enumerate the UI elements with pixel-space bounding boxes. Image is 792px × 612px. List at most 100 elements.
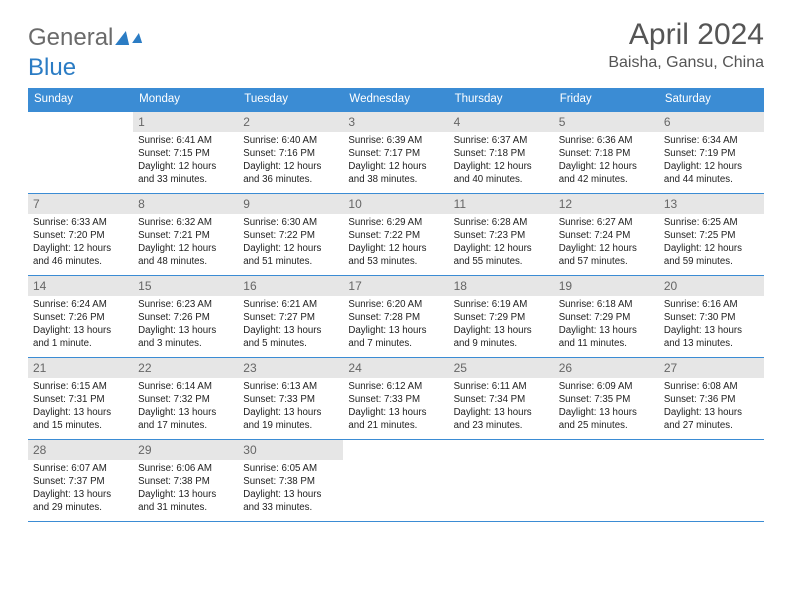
calendar-day-cell: 10Sunrise: 6:29 AMSunset: 7:22 PMDayligh… [343, 194, 448, 276]
day-details: Sunrise: 6:34 AMSunset: 7:19 PMDaylight:… [664, 134, 759, 186]
day-number: 26 [554, 358, 659, 378]
calendar-day-cell: 30Sunrise: 6:05 AMSunset: 7:38 PMDayligh… [238, 440, 343, 522]
day-details: Sunrise: 6:30 AMSunset: 7:22 PMDaylight:… [243, 216, 338, 268]
day-details: Sunrise: 6:07 AMSunset: 7:37 PMDaylight:… [33, 462, 128, 514]
calendar-day-cell [343, 440, 448, 522]
logo: General [28, 24, 145, 52]
day-details: Sunrise: 6:06 AMSunset: 7:38 PMDaylight:… [138, 462, 233, 514]
calendar-day-cell: 6Sunrise: 6:34 AMSunset: 7:19 PMDaylight… [659, 112, 764, 194]
logo-triangle2-icon [133, 33, 145, 43]
calendar-day-cell: 15Sunrise: 6:23 AMSunset: 7:26 PMDayligh… [133, 276, 238, 358]
day-details: Sunrise: 6:27 AMSunset: 7:24 PMDaylight:… [559, 216, 654, 268]
day-number: 22 [133, 358, 238, 378]
calendar-day-cell: 24Sunrise: 6:12 AMSunset: 7:33 PMDayligh… [343, 358, 448, 440]
day-details: Sunrise: 6:39 AMSunset: 7:17 PMDaylight:… [348, 134, 443, 186]
day-number: 11 [449, 194, 554, 214]
day-number: 7 [28, 194, 133, 214]
weekday-header: Thursday [449, 88, 554, 112]
calendar-week-row: 14Sunrise: 6:24 AMSunset: 7:26 PMDayligh… [28, 276, 764, 358]
day-details: Sunrise: 6:37 AMSunset: 7:18 PMDaylight:… [454, 134, 549, 186]
weekday-header-row: SundayMondayTuesdayWednesdayThursdayFrid… [28, 88, 764, 112]
day-number: 14 [28, 276, 133, 296]
day-number: 19 [554, 276, 659, 296]
day-number: 23 [238, 358, 343, 378]
calendar-body: 1Sunrise: 6:41 AMSunset: 7:15 PMDaylight… [28, 112, 764, 522]
calendar-day-cell [28, 112, 133, 194]
calendar-week-row: 21Sunrise: 6:15 AMSunset: 7:31 PMDayligh… [28, 358, 764, 440]
day-details: Sunrise: 6:15 AMSunset: 7:31 PMDaylight:… [33, 380, 128, 432]
weekday-header: Saturday [659, 88, 764, 112]
calendar-day-cell: 26Sunrise: 6:09 AMSunset: 7:35 PMDayligh… [554, 358, 659, 440]
calendar-day-cell: 4Sunrise: 6:37 AMSunset: 7:18 PMDaylight… [449, 112, 554, 194]
calendar-day-cell: 28Sunrise: 6:07 AMSunset: 7:37 PMDayligh… [28, 440, 133, 522]
day-details: Sunrise: 6:20 AMSunset: 7:28 PMDaylight:… [348, 298, 443, 350]
day-number: 10 [343, 194, 448, 214]
day-details: Sunrise: 6:08 AMSunset: 7:36 PMDaylight:… [664, 380, 759, 432]
day-number: 5 [554, 112, 659, 132]
calendar-day-cell: 1Sunrise: 6:41 AMSunset: 7:15 PMDaylight… [133, 112, 238, 194]
day-details: Sunrise: 6:18 AMSunset: 7:29 PMDaylight:… [559, 298, 654, 350]
day-number: 30 [238, 440, 343, 460]
calendar-day-cell: 12Sunrise: 6:27 AMSunset: 7:24 PMDayligh… [554, 194, 659, 276]
day-details: Sunrise: 6:09 AMSunset: 7:35 PMDaylight:… [559, 380, 654, 432]
day-number: 6 [659, 112, 764, 132]
day-number: 28 [28, 440, 133, 460]
day-number: 9 [238, 194, 343, 214]
logo-triangle-icon [116, 31, 134, 45]
day-details: Sunrise: 6:21 AMSunset: 7:27 PMDaylight:… [243, 298, 338, 350]
weekday-header: Wednesday [343, 88, 448, 112]
calendar-week-row: 28Sunrise: 6:07 AMSunset: 7:37 PMDayligh… [28, 440, 764, 522]
calendar-day-cell: 13Sunrise: 6:25 AMSunset: 7:25 PMDayligh… [659, 194, 764, 276]
day-number: 8 [133, 194, 238, 214]
calendar-day-cell: 21Sunrise: 6:15 AMSunset: 7:31 PMDayligh… [28, 358, 133, 440]
calendar-day-cell [554, 440, 659, 522]
calendar-day-cell: 23Sunrise: 6:13 AMSunset: 7:33 PMDayligh… [238, 358, 343, 440]
calendar-day-cell: 16Sunrise: 6:21 AMSunset: 7:27 PMDayligh… [238, 276, 343, 358]
day-number: 15 [133, 276, 238, 296]
day-details: Sunrise: 6:33 AMSunset: 7:20 PMDaylight:… [33, 216, 128, 268]
calendar-day-cell: 19Sunrise: 6:18 AMSunset: 7:29 PMDayligh… [554, 276, 659, 358]
day-details: Sunrise: 6:40 AMSunset: 7:16 PMDaylight:… [243, 134, 338, 186]
day-number: 25 [449, 358, 554, 378]
weekday-header: Sunday [28, 88, 133, 112]
day-details: Sunrise: 6:32 AMSunset: 7:21 PMDaylight:… [138, 216, 233, 268]
calendar-day-cell: 17Sunrise: 6:20 AMSunset: 7:28 PMDayligh… [343, 276, 448, 358]
month-title: April 2024 [608, 18, 764, 52]
day-details: Sunrise: 6:14 AMSunset: 7:32 PMDaylight:… [138, 380, 233, 432]
day-number: 21 [28, 358, 133, 378]
calendar-day-cell: 7Sunrise: 6:33 AMSunset: 7:20 PMDaylight… [28, 194, 133, 276]
calendar-day-cell: 3Sunrise: 6:39 AMSunset: 7:17 PMDaylight… [343, 112, 448, 194]
day-number: 27 [659, 358, 764, 378]
calendar-week-row: 7Sunrise: 6:33 AMSunset: 7:20 PMDaylight… [28, 194, 764, 276]
day-number: 24 [343, 358, 448, 378]
day-details: Sunrise: 6:19 AMSunset: 7:29 PMDaylight:… [454, 298, 549, 350]
calendar-day-cell: 2Sunrise: 6:40 AMSunset: 7:16 PMDaylight… [238, 112, 343, 194]
day-details: Sunrise: 6:29 AMSunset: 7:22 PMDaylight:… [348, 216, 443, 268]
calendar-day-cell [449, 440, 554, 522]
calendar-day-cell: 18Sunrise: 6:19 AMSunset: 7:29 PMDayligh… [449, 276, 554, 358]
day-details: Sunrise: 6:11 AMSunset: 7:34 PMDaylight:… [454, 380, 549, 432]
logo-word1: General [28, 24, 113, 52]
calendar-day-cell: 11Sunrise: 6:28 AMSunset: 7:23 PMDayligh… [449, 194, 554, 276]
title-block: April 2024 Baisha, Gansu, China [608, 18, 764, 72]
day-number: 3 [343, 112, 448, 132]
day-number: 29 [133, 440, 238, 460]
day-number: 18 [449, 276, 554, 296]
day-number: 4 [449, 112, 554, 132]
calendar-day-cell: 25Sunrise: 6:11 AMSunset: 7:34 PMDayligh… [449, 358, 554, 440]
day-details: Sunrise: 6:05 AMSunset: 7:38 PMDaylight:… [243, 462, 338, 514]
weekday-header: Monday [133, 88, 238, 112]
day-number: 20 [659, 276, 764, 296]
calendar-day-cell: 20Sunrise: 6:16 AMSunset: 7:30 PMDayligh… [659, 276, 764, 358]
day-details: Sunrise: 6:12 AMSunset: 7:33 PMDaylight:… [348, 380, 443, 432]
calendar-day-cell: 8Sunrise: 6:32 AMSunset: 7:21 PMDaylight… [133, 194, 238, 276]
day-number: 17 [343, 276, 448, 296]
day-details: Sunrise: 6:28 AMSunset: 7:23 PMDaylight:… [454, 216, 549, 268]
day-number: 2 [238, 112, 343, 132]
calendar-day-cell: 29Sunrise: 6:06 AMSunset: 7:38 PMDayligh… [133, 440, 238, 522]
day-details: Sunrise: 6:41 AMSunset: 7:15 PMDaylight:… [138, 134, 233, 186]
day-details: Sunrise: 6:24 AMSunset: 7:26 PMDaylight:… [33, 298, 128, 350]
day-number: 13 [659, 194, 764, 214]
day-number: 12 [554, 194, 659, 214]
weekday-header: Friday [554, 88, 659, 112]
